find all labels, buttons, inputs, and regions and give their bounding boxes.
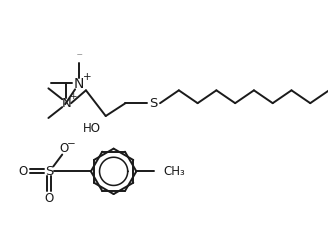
Text: −: − <box>67 139 76 149</box>
Text: +: + <box>69 92 77 101</box>
Text: O: O <box>45 191 54 205</box>
Text: O: O <box>60 142 69 155</box>
Text: O: O <box>18 165 27 178</box>
Text: —: — <box>76 52 82 57</box>
Text: +: + <box>82 73 91 82</box>
Text: S: S <box>149 97 157 110</box>
Text: HO: HO <box>83 122 101 135</box>
Text: S: S <box>45 165 53 178</box>
Text: CH₃: CH₃ <box>163 165 185 178</box>
Text: N: N <box>61 97 71 110</box>
Text: N: N <box>74 77 84 91</box>
